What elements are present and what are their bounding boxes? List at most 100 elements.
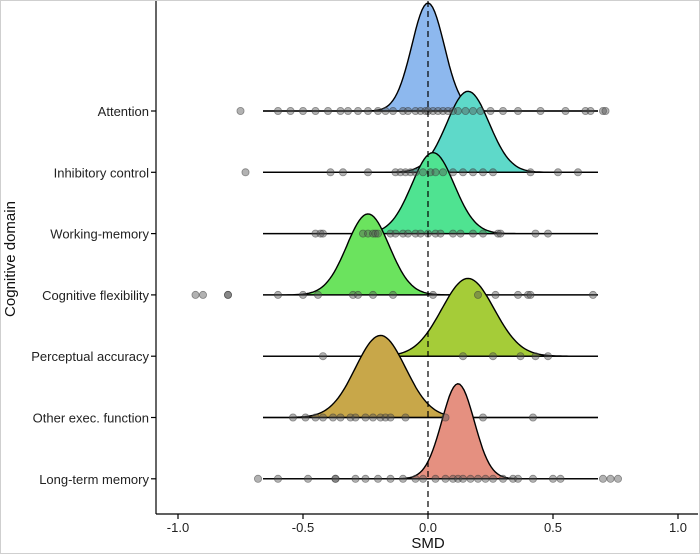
data-point	[418, 168, 427, 177]
data-point	[478, 229, 487, 238]
data-point	[386, 474, 395, 483]
data-point	[273, 290, 282, 299]
data-point	[318, 229, 327, 238]
data-point	[198, 290, 207, 299]
data-point	[529, 474, 538, 483]
ridge-density	[263, 383, 598, 480]
ridge-density	[263, 2, 598, 112]
data-point	[524, 290, 533, 299]
data-point	[386, 413, 395, 422]
data-point	[311, 413, 320, 422]
data-point	[458, 168, 467, 177]
data-point	[311, 107, 320, 116]
data-point	[496, 229, 505, 238]
data-point	[331, 474, 340, 483]
data-point	[436, 229, 445, 238]
data-point	[599, 107, 608, 116]
data-point	[468, 229, 477, 238]
data-point	[401, 413, 410, 422]
data-point	[448, 168, 457, 177]
data-point	[531, 229, 540, 238]
data-point	[411, 474, 420, 483]
points-layer	[191, 1, 623, 514]
data-point	[441, 413, 450, 422]
data-point	[318, 352, 327, 361]
data-point	[456, 229, 465, 238]
data-point	[431, 168, 440, 177]
data-point	[488, 352, 497, 361]
data-point	[363, 168, 372, 177]
data-point	[473, 290, 482, 299]
y-tick-label: Attention	[98, 104, 149, 119]
data-point	[561, 107, 570, 116]
data-point	[514, 474, 523, 483]
data-point	[353, 107, 362, 116]
x-tick-label: -1.0	[167, 520, 189, 535]
data-point	[391, 229, 400, 238]
y-tick-labels: Attention Inhibitory control Working-memor…	[31, 104, 156, 487]
data-point	[599, 474, 608, 483]
data-point	[301, 413, 310, 422]
data-point	[441, 474, 450, 483]
data-point	[411, 168, 420, 177]
data-point	[478, 413, 487, 422]
data-point	[371, 229, 380, 238]
data-point	[336, 413, 345, 422]
y-tick-label: Inhibitory control	[54, 165, 149, 180]
data-point	[458, 352, 467, 361]
data-point	[398, 474, 407, 483]
data-point	[431, 474, 440, 483]
data-point	[549, 474, 558, 483]
ridge-density	[263, 151, 598, 235]
data-point	[298, 107, 307, 116]
data-point	[351, 413, 360, 422]
data-point	[288, 413, 297, 422]
data-point	[313, 290, 322, 299]
x-ticks: -1.0 -0.5 0.0 0.5 1.0	[167, 514, 687, 535]
data-point	[468, 168, 477, 177]
data-point	[361, 413, 370, 422]
data-point	[318, 413, 327, 422]
data-point	[498, 474, 507, 483]
data-point	[253, 474, 262, 483]
y-tick-label: Other exec. function	[33, 411, 149, 426]
y-tick-label: Cognitive flexibility	[42, 288, 149, 303]
data-point	[438, 168, 447, 177]
data-point	[373, 474, 382, 483]
data-point	[544, 352, 553, 361]
x-tick-label: 0.0	[419, 520, 437, 535]
data-point	[416, 229, 425, 238]
data-point	[493, 229, 502, 238]
data-point	[461, 107, 470, 116]
data-point	[273, 107, 282, 116]
data-point	[453, 107, 462, 116]
y-tick-label: Perceptual accuracy	[31, 349, 149, 364]
data-point	[403, 107, 412, 116]
x-tick-label: 0.5	[544, 520, 562, 535]
data-point	[403, 229, 412, 238]
data-point	[478, 168, 487, 177]
data-point	[388, 290, 397, 299]
data-point	[491, 290, 500, 299]
data-point	[368, 413, 377, 422]
data-point	[574, 168, 583, 177]
data-point	[466, 474, 475, 483]
data-point	[554, 168, 563, 177]
data-point	[614, 474, 623, 483]
data-point	[361, 474, 370, 483]
data-point	[373, 107, 382, 116]
data-point	[476, 107, 485, 116]
x-tick-label: 1.0	[669, 520, 687, 535]
data-point	[481, 474, 490, 483]
data-point	[241, 168, 250, 177]
ridge-density	[263, 277, 598, 357]
data-point	[363, 107, 372, 116]
data-point	[556, 474, 565, 483]
data-point	[418, 474, 427, 483]
data-point	[586, 107, 595, 116]
data-point	[316, 229, 325, 238]
data-point	[298, 290, 307, 299]
data-point	[589, 290, 598, 299]
data-point	[544, 229, 553, 238]
